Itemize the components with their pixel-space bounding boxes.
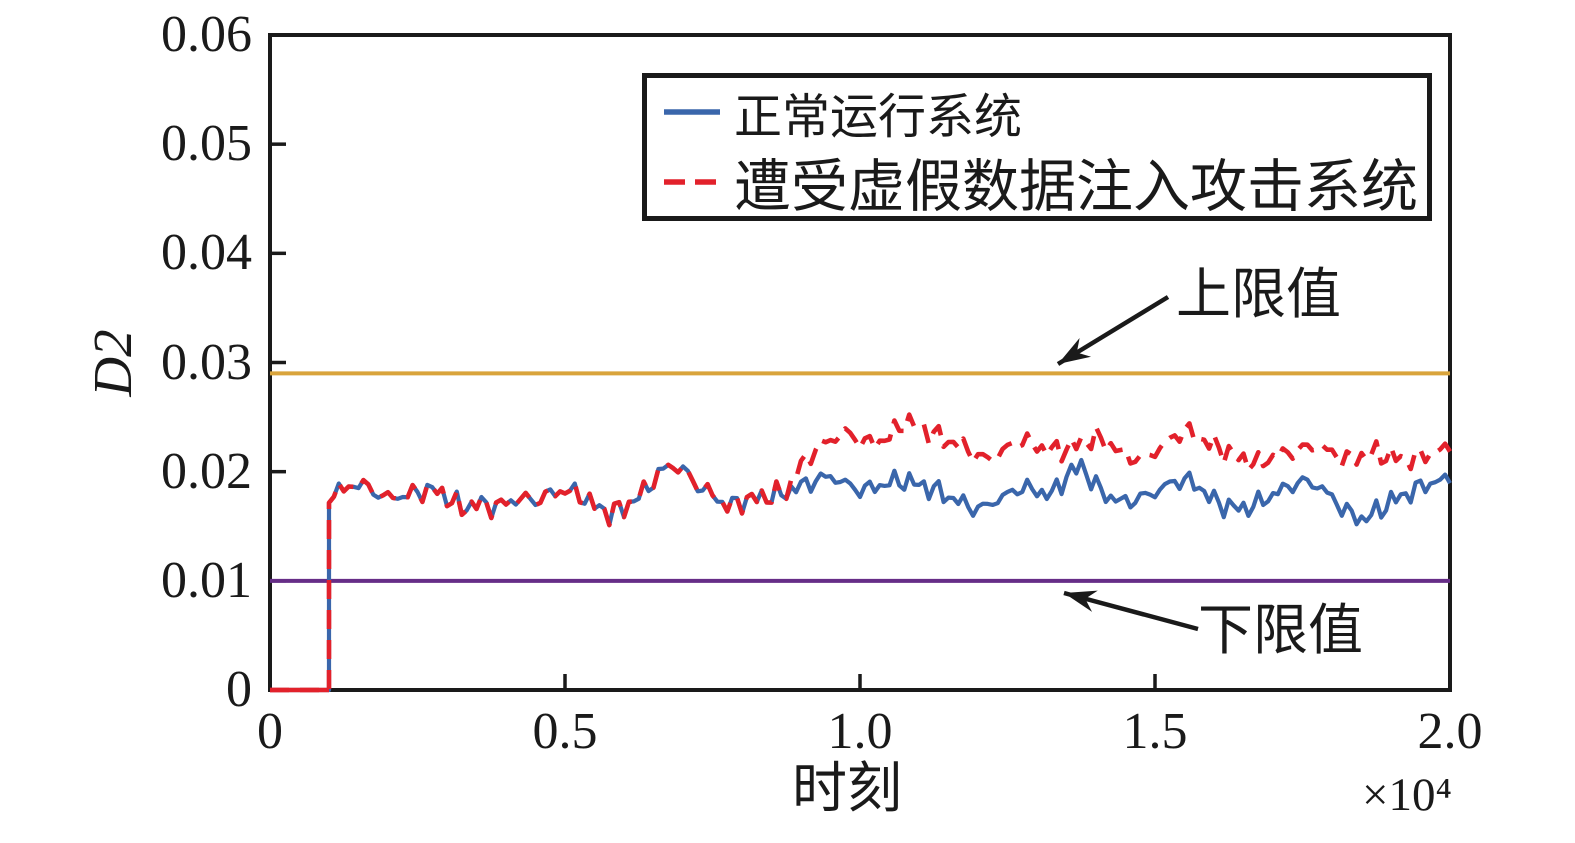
- y-tick-label: 0.02: [161, 442, 252, 500]
- y-tick-label: 0.03: [161, 333, 252, 391]
- y-tick-label: 0: [226, 661, 252, 718]
- legend-label-normal: 正常运行系统: [734, 91, 1023, 144]
- legend-item-attack: 遭受虚假数据注入攻击系统: [663, 147, 1427, 219]
- lower-limit-arrow: [1063, 590, 1199, 632]
- legend-label-attack: 遭受虚假数据注入攻击系统: [734, 156, 1418, 219]
- legend-line-attack: [664, 179, 720, 185]
- upper-limit-annotation: 上限值: [1176, 264, 1342, 325]
- y-tick-label: 0.06: [161, 6, 252, 63]
- legend-line-normal: [664, 109, 720, 115]
- legend: 正常运行系统 遭受虚假数据注入攻击系统: [642, 73, 1432, 221]
- lower-limit-annotation: 下限值: [1198, 600, 1364, 661]
- y-tick-label: 0.05: [161, 115, 252, 173]
- x-tick-label: 1.5: [1122, 703, 1188, 760]
- x-tick-label: 0: [257, 703, 283, 760]
- upper-limit-arrow: [1056, 295, 1170, 366]
- y-tick-label: 0.04: [161, 224, 252, 282]
- attack-series-line: [270, 412, 1452, 693]
- x-tick-label: 2.0: [1417, 703, 1483, 760]
- x-axis-label: 时刻: [792, 758, 903, 819]
- x-tick-label: 1.0: [827, 703, 893, 760]
- x-tick-label: 0.5: [532, 703, 598, 760]
- x-axis-scale-note: ×10⁴: [1362, 769, 1452, 821]
- y-tick-label: 0.01: [161, 551, 252, 609]
- legend-item-normal: 正常运行系统: [663, 77, 1427, 147]
